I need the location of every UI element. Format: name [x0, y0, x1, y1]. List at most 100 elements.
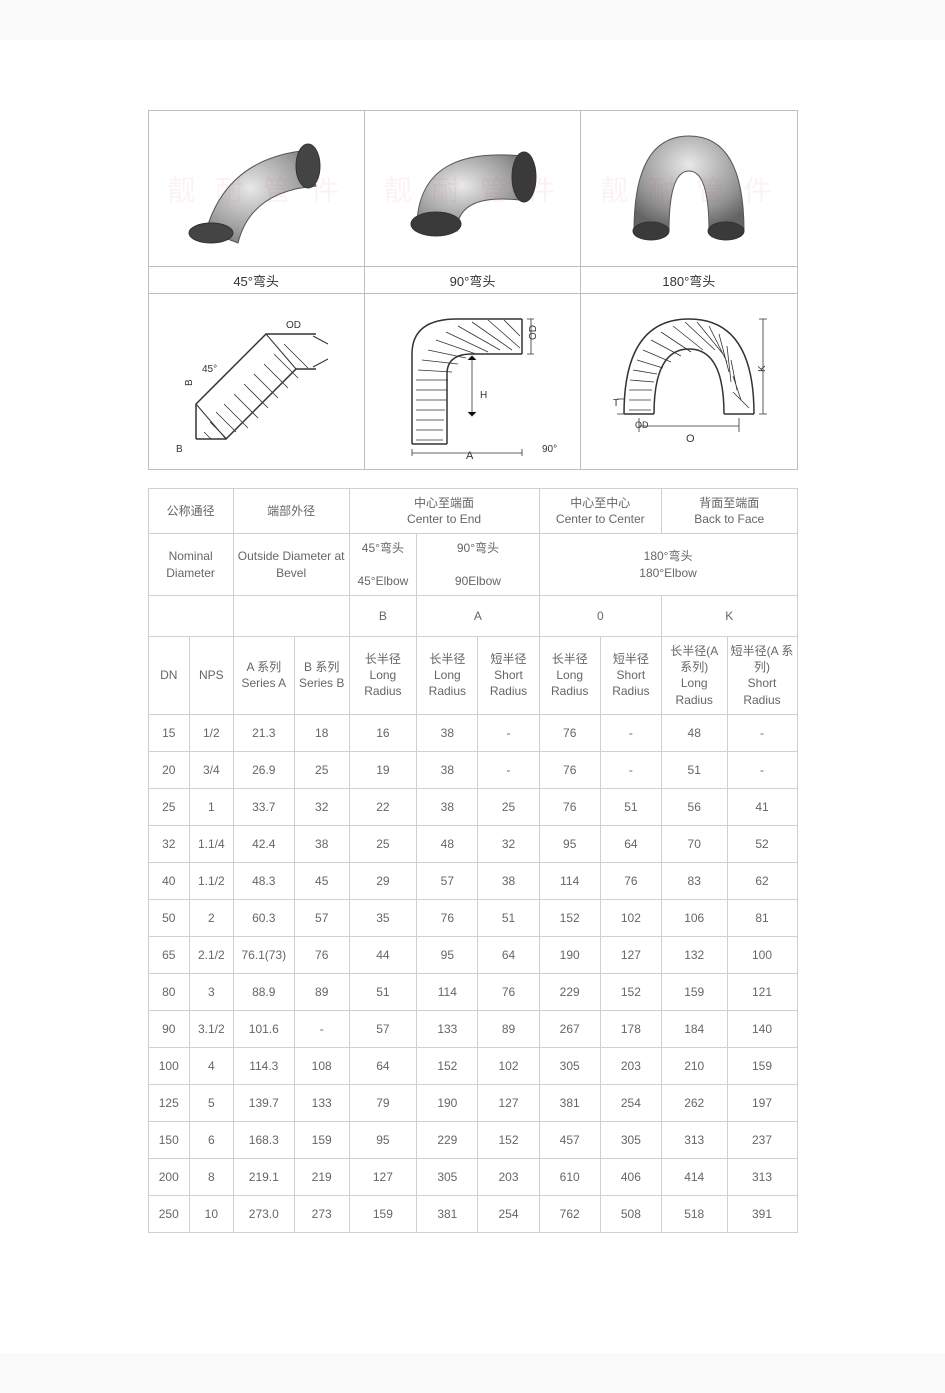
- table-cell: 100: [727, 936, 797, 973]
- table-cell: 152: [539, 899, 600, 936]
- hdr-nominal: 公称通径: [148, 489, 233, 534]
- table-cell: 62: [727, 862, 797, 899]
- table-cell: 6: [190, 1121, 234, 1158]
- table-cell: 159: [727, 1047, 797, 1084]
- table-cell: 457: [539, 1121, 600, 1158]
- table-row: 25010273.0273159381254762508518391: [148, 1195, 797, 1232]
- label-h: H: [480, 390, 487, 401]
- table-cell: 1/2: [190, 714, 234, 751]
- table-cell: 313: [727, 1158, 797, 1195]
- gallery-caption-row: 45°弯头 90°弯头 180°弯头: [148, 267, 797, 294]
- table-cell: 70: [661, 825, 727, 862]
- table-cell: 32: [294, 788, 349, 825]
- table-cell: 152: [478, 1121, 539, 1158]
- table-cell: 168.3: [233, 1121, 294, 1158]
- table-cell: 190: [417, 1084, 478, 1121]
- label-od: OD: [635, 420, 649, 430]
- table-cell: 190: [539, 936, 600, 973]
- table-cell: 64: [478, 936, 539, 973]
- table-cell: 1.1/2: [190, 862, 234, 899]
- table-cell: 2.1/2: [190, 936, 234, 973]
- table-row: 1255139.713379190127381254262197: [148, 1084, 797, 1121]
- table-cell: 65: [148, 936, 190, 973]
- table-cell: 4: [190, 1047, 234, 1084]
- table-cell: 51: [478, 899, 539, 936]
- table-cell: -: [727, 714, 797, 751]
- caption-180: 180°弯头: [581, 267, 797, 294]
- table-cell: 250: [148, 1195, 190, 1232]
- hdr-e90: 90°弯头 90Elbow: [417, 534, 539, 596]
- table-cell: 41: [727, 788, 797, 825]
- label-a: A: [466, 450, 474, 462]
- table-cell: 159: [661, 973, 727, 1010]
- table-cell: 159: [349, 1195, 417, 1232]
- table-cell: 48: [661, 714, 727, 751]
- table-cell: 38: [478, 862, 539, 899]
- table-cell: 5: [190, 1084, 234, 1121]
- table-cell: 125: [148, 1084, 190, 1121]
- col-b-lr: 长半径Long Radius: [349, 636, 417, 714]
- table-cell: 20: [148, 751, 190, 788]
- table-cell: 83: [661, 862, 727, 899]
- table-cell: 229: [539, 973, 600, 1010]
- label-k: K: [757, 365, 768, 372]
- table-row: 652.1/276.1(73)76449564190127132100: [148, 936, 797, 973]
- elbow-gallery: 靓 耐 管 件 靓 耐 管 件: [148, 110, 798, 470]
- hdr-nominal-en: Nominal Diameter: [148, 534, 233, 596]
- table-cell: 26.9: [233, 751, 294, 788]
- table-cell: 76: [478, 973, 539, 1010]
- sym-k: K: [661, 595, 797, 636]
- table-cell: 127: [600, 936, 661, 973]
- table-cell: 57: [349, 1010, 417, 1047]
- label-90deg: 90°: [542, 444, 557, 455]
- table-cell: 101.6: [233, 1010, 294, 1047]
- table-cell: 76.1(73): [233, 936, 294, 973]
- table-cell: 106: [661, 899, 727, 936]
- table-cell: 89: [294, 973, 349, 1010]
- table-cell: 508: [600, 1195, 661, 1232]
- table-cell: 56: [661, 788, 727, 825]
- table-cell: 414: [661, 1158, 727, 1195]
- table-cell: 197: [727, 1084, 797, 1121]
- table-cell: 64: [349, 1047, 417, 1084]
- table-cell: 16: [349, 714, 417, 751]
- caption-90: 90°弯头: [364, 267, 580, 294]
- photo-45: 靓 耐 管 件: [148, 111, 364, 267]
- sym-b: B: [349, 595, 417, 636]
- col-k-lr: 长半径(A 系列)Long Radius: [661, 636, 727, 714]
- table-cell: 15: [148, 714, 190, 751]
- photo-90: 靓 耐 管 件: [364, 111, 580, 267]
- table-cell: 102: [600, 899, 661, 936]
- table-cell: 51: [600, 788, 661, 825]
- table-cell: 76: [539, 751, 600, 788]
- table-cell: 3/4: [190, 751, 234, 788]
- table-cell: 139.7: [233, 1084, 294, 1121]
- header-row-cols: DN NPS A 系列Series A B 系列Series B 长半径Long…: [148, 636, 797, 714]
- table-cell: 95: [539, 825, 600, 862]
- diagram-45: B B 45° OD: [148, 294, 364, 470]
- page: 靓 耐 管 件 靓 耐 管 件: [0, 40, 945, 1353]
- spec-table: 公称通径 端部外径 中心至端面Center to End 中心至中心Center…: [148, 488, 798, 1233]
- hdr-ctc: 中心至中心Center to Center: [539, 489, 661, 534]
- table-cell: 50: [148, 899, 190, 936]
- table-cell: 100: [148, 1047, 190, 1084]
- table-cell: 25: [294, 751, 349, 788]
- table-cell: 219: [294, 1158, 349, 1195]
- table-cell: 76: [539, 788, 600, 825]
- table-cell: 102: [478, 1047, 539, 1084]
- table-cell: 88.9: [233, 973, 294, 1010]
- table-cell: 518: [661, 1195, 727, 1232]
- table-cell: 210: [661, 1047, 727, 1084]
- table-cell: 3.1/2: [190, 1010, 234, 1047]
- table-cell: 178: [600, 1010, 661, 1047]
- table-cell: 25: [148, 788, 190, 825]
- table-cell: 42.4: [233, 825, 294, 862]
- table-cell: 57: [294, 899, 349, 936]
- table-cell: 267: [539, 1010, 600, 1047]
- table-cell: 80: [148, 973, 190, 1010]
- table-row: 80388.9895111476229152159121: [148, 973, 797, 1010]
- gallery-photo-row: 靓 耐 管 件 靓 耐 管 件: [148, 111, 797, 267]
- table-cell: 52: [727, 825, 797, 862]
- hdr-od-zh: 端部外径: [233, 489, 349, 534]
- hdr-od-en: Outside Diameter at Bevel: [233, 534, 349, 596]
